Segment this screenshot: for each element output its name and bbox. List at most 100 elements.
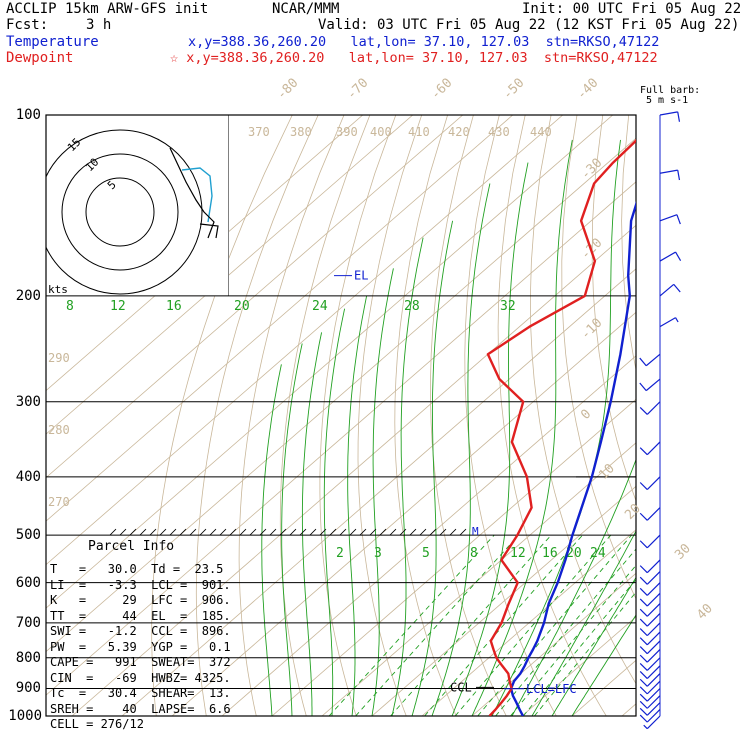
pressure-label: 700 <box>15 614 41 631</box>
hatch-mark <box>209 528 217 536</box>
wind-barb-staff <box>646 507 661 521</box>
pressure-label: 300 <box>15 393 41 410</box>
wind-barb-staff <box>646 441 661 456</box>
dry-adiabat-line <box>430 115 507 716</box>
wind-barb-staff <box>646 559 661 574</box>
parcel-info-row: T = 30.0 Td = 23.5 <box>50 562 224 576</box>
wind-barb <box>639 476 661 490</box>
temperature-legend-info: x,y=388.36,260.20 lat,lon= 37.10, 127.03… <box>188 34 660 50</box>
wind-barb-staff <box>646 702 661 716</box>
isotherm-label: -60 <box>428 76 455 103</box>
parcel-info-row: LI = -3.3 LCL = 901. <box>50 577 231 592</box>
wind-barb-full <box>639 540 648 549</box>
isotherm-line <box>46 115 464 479</box>
wind-barb <box>639 534 661 549</box>
hatch-mark <box>319 528 327 536</box>
isotherm-label: 40 <box>694 601 716 623</box>
dry-adiabat-line <box>529 115 636 685</box>
wind-barb-staff <box>646 680 661 695</box>
wind-barb-full <box>639 482 648 490</box>
wind-barb-staff <box>645 378 661 392</box>
plot-frame <box>45 114 637 717</box>
hodograph-wind-trace <box>169 147 215 239</box>
wind-barb <box>639 559 661 574</box>
wind-barb-staff <box>659 111 678 116</box>
wind-barb-staff <box>645 353 661 367</box>
valid-time: Valid: 03 UTC Fri 05 Aug 22 (12 KST Fri … <box>318 17 740 33</box>
wind-barb <box>643 715 661 730</box>
hatch-mark <box>109 528 117 536</box>
dry-adiabat-line <box>621 115 636 372</box>
wind-barb-staff <box>646 603 661 617</box>
dry-adiabat-line <box>195 115 319 716</box>
mixing-ratio-label: 28 <box>404 299 420 314</box>
moist-adiabat-line <box>471 139 573 716</box>
ccl-marker-label: CCL <box>450 680 472 694</box>
wind-barb <box>639 622 661 637</box>
wind-barb-full <box>639 678 648 687</box>
isotherm-label: -10 <box>578 316 605 343</box>
wind-barb-staff <box>646 622 661 637</box>
hatch-mark <box>339 528 347 536</box>
isotherm-label: -70 <box>344 76 371 103</box>
wind-barb-full <box>673 283 681 293</box>
hatch-mark <box>179 528 187 536</box>
isotherm-line <box>221 355 636 716</box>
hatch-mark <box>159 528 167 536</box>
isotherm-label: 20 <box>622 501 644 523</box>
mixing-ratio-label: 12 <box>510 546 526 561</box>
theta-label: 410 <box>408 125 430 139</box>
wind-barb <box>639 695 661 709</box>
pressure-label: 800 <box>15 649 41 666</box>
parcel-info-title: Parcel Info <box>88 539 175 554</box>
hatch-mark <box>249 528 257 536</box>
wind-barb-full <box>639 707 648 716</box>
mixing-ratio-label: 2 <box>336 546 344 561</box>
hatch-mark <box>309 528 317 536</box>
hatch-mark <box>389 528 397 536</box>
isotherm-line <box>621 703 636 716</box>
mixing-ratio-line <box>454 534 612 716</box>
theta-label: 390 <box>336 125 358 139</box>
isotherm-line <box>371 485 636 716</box>
wind-barb-full <box>639 447 648 456</box>
hatch-mark <box>259 528 267 536</box>
hatch-mark <box>459 528 467 536</box>
hodograph-panel <box>46 115 229 296</box>
hodograph-ring <box>61 153 179 271</box>
isotherm-line <box>521 616 636 716</box>
wind-barb-staff <box>646 571 661 585</box>
dry-adiabat-line <box>591 115 636 502</box>
dewpoint-profile <box>486 139 636 716</box>
mixing-ratio-label: 32 <box>500 299 516 314</box>
theta-label: 420 <box>448 125 470 139</box>
mixing-ratio-line <box>510 564 636 716</box>
dry-adiabat-line <box>678 115 740 716</box>
wind-barb <box>639 582 661 596</box>
isotherm-line <box>471 572 636 716</box>
wind-barb <box>639 612 661 627</box>
wind-barb-staff <box>646 665 661 679</box>
wind-barb-full <box>639 686 648 695</box>
dry-adiabat-line <box>497 115 607 716</box>
moist-adiabat-line <box>531 530 636 716</box>
init-time: Init: 00 UTC Fri 05 Aug 22 <box>522 1 740 17</box>
moist-adiabat-line <box>371 268 394 716</box>
hatch-mark <box>419 528 427 536</box>
wind-barb <box>639 507 661 521</box>
hodograph-ring <box>85 177 155 247</box>
wind-barb-full <box>639 693 648 702</box>
wind-barb-staff <box>646 476 661 490</box>
isotherm-label: -80 <box>274 76 301 103</box>
wind-barb-staff <box>659 169 678 174</box>
wind-barb-full <box>639 512 648 521</box>
model-title: ACCLIP 15km ARW-GFS init <box>6 1 209 17</box>
parcel-info-row: PW = 5.39 YGP = 0.1 <box>50 639 231 654</box>
wind-barb-full <box>639 662 648 671</box>
isotherm-line <box>46 115 364 392</box>
wind-barb <box>639 631 661 646</box>
barb-header-title: Full barb: <box>640 85 701 96</box>
hatch-mark <box>239 528 247 536</box>
wind-barb <box>639 603 661 617</box>
wind-barb-full <box>677 170 681 181</box>
